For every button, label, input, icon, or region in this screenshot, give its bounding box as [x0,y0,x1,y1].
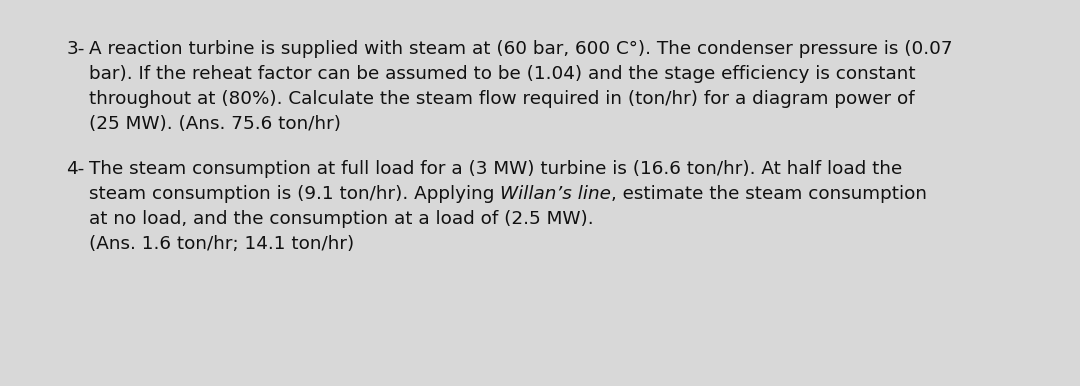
Text: throughout at (80%). Calculate the steam flow required in (ton/hr) for a diagram: throughout at (80%). Calculate the steam… [89,90,915,108]
Text: bar). If the reheat factor can be assumed to be (1.04) and the stage efficiency : bar). If the reheat factor can be assume… [89,65,916,83]
Text: , estimate the steam consumption: , estimate the steam consumption [611,185,927,203]
Text: The steam consumption at full load for a (3 MW) turbine is (16.6 ton/hr). At hal: The steam consumption at full load for a… [89,160,902,178]
Text: steam consumption is (9.1 ton/hr). Applying: steam consumption is (9.1 ton/hr). Apply… [89,185,500,203]
Text: 4-: 4- [66,160,84,178]
Text: 3-: 3- [66,40,84,58]
Text: (25 MW). (Ans. 75.6 ton/hr): (25 MW). (Ans. 75.6 ton/hr) [89,115,341,133]
Text: at no load, and the consumption at a load of (2.5 MW).: at no load, and the consumption at a loa… [89,210,593,228]
Text: (Ans. 1.6 ton/hr; 14.1 ton/hr): (Ans. 1.6 ton/hr; 14.1 ton/hr) [89,235,354,253]
Text: A reaction turbine is supplied with steam at (60 bar, 600 C°). The condenser pre: A reaction turbine is supplied with stea… [89,40,953,58]
Text: Willan’s line: Willan’s line [500,185,611,203]
